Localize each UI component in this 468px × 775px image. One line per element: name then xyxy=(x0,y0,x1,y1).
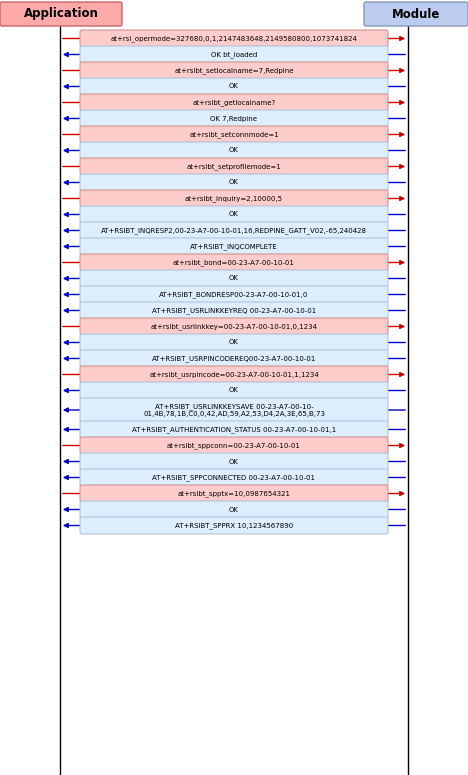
Text: AT+RSIBT_AUTHENTICATION_STATUS 00-23-A7-00-10-01,1: AT+RSIBT_AUTHENTICATION_STATUS 00-23-A7-… xyxy=(132,426,336,433)
Text: Module: Module xyxy=(392,8,440,20)
FancyBboxPatch shape xyxy=(80,398,388,422)
Text: at+rsibt_setconnmode=1: at+rsibt_setconnmode=1 xyxy=(189,131,279,138)
Text: at+rsibt_usrlinkkey=00-23-A7-00-10-01,0,1234: at+rsibt_usrlinkkey=00-23-A7-00-10-01,0,… xyxy=(151,323,317,330)
FancyBboxPatch shape xyxy=(80,46,388,63)
Text: OK: OK xyxy=(229,339,239,346)
Text: OK: OK xyxy=(229,459,239,464)
FancyBboxPatch shape xyxy=(80,469,388,486)
Text: OK 7,Redpine: OK 7,Redpine xyxy=(211,115,257,122)
Text: at+rsibt_getlocalname?: at+rsibt_getlocalname? xyxy=(192,99,276,106)
FancyBboxPatch shape xyxy=(80,350,388,367)
FancyBboxPatch shape xyxy=(80,254,388,271)
FancyBboxPatch shape xyxy=(80,421,388,438)
FancyBboxPatch shape xyxy=(80,222,388,239)
FancyBboxPatch shape xyxy=(0,2,122,26)
Text: at+rsibt_bond=00-23-A7-00-10-01: at+rsibt_bond=00-23-A7-00-10-01 xyxy=(173,259,295,266)
Text: OK: OK xyxy=(229,388,239,394)
FancyBboxPatch shape xyxy=(80,286,388,303)
Text: OK: OK xyxy=(229,84,239,89)
FancyBboxPatch shape xyxy=(80,30,388,47)
Text: at+rsibt_inquiry=2,10000,5: at+rsibt_inquiry=2,10000,5 xyxy=(185,195,283,202)
Text: Application: Application xyxy=(23,8,98,20)
FancyBboxPatch shape xyxy=(80,366,388,383)
Text: at+rsi_opermode=327680,0,1,2147483648,2149580800,1073741824: at+rsi_opermode=327680,0,1,2147483648,21… xyxy=(110,35,358,42)
FancyBboxPatch shape xyxy=(80,302,388,319)
Text: at+rsibt_usrpincode=00-23-A7-00-10-01,1,1234: at+rsibt_usrpincode=00-23-A7-00-10-01,1,… xyxy=(149,371,319,378)
FancyBboxPatch shape xyxy=(80,158,388,175)
FancyBboxPatch shape xyxy=(80,517,388,534)
FancyBboxPatch shape xyxy=(80,78,388,95)
FancyBboxPatch shape xyxy=(80,142,388,159)
Text: at+rsibt_setprofilemode=1: at+rsibt_setprofilemode=1 xyxy=(187,163,281,170)
FancyBboxPatch shape xyxy=(80,485,388,502)
FancyBboxPatch shape xyxy=(364,2,468,26)
Text: AT+RSIBT_SPPCONNECTED 00-23-A7-00-10-01: AT+RSIBT_SPPCONNECTED 00-23-A7-00-10-01 xyxy=(153,474,315,480)
FancyBboxPatch shape xyxy=(80,110,388,127)
FancyBboxPatch shape xyxy=(80,238,388,255)
Text: OK bt_loaded: OK bt_loaded xyxy=(211,51,257,58)
Text: OK: OK xyxy=(229,212,239,218)
FancyBboxPatch shape xyxy=(80,206,388,223)
Text: at+rsibt_setlocalname=7,Redpine: at+rsibt_setlocalname=7,Redpine xyxy=(174,67,294,74)
Text: AT+RSIBT_USRLINKKEYSAVE 00-23-A7-00-10-
01,4B,78,1B,C0,0,42,AD,59,A2,53,D4,2A,3E: AT+RSIBT_USRLINKKEYSAVE 00-23-A7-00-10- … xyxy=(143,403,325,417)
FancyBboxPatch shape xyxy=(80,501,388,518)
Text: OK: OK xyxy=(229,507,239,512)
FancyBboxPatch shape xyxy=(80,174,388,191)
FancyBboxPatch shape xyxy=(80,62,388,79)
FancyBboxPatch shape xyxy=(80,270,388,287)
Text: AT+RSIBT_USRPINCODEREQ00-23-A7-00-10-01: AT+RSIBT_USRPINCODEREQ00-23-A7-00-10-01 xyxy=(152,355,316,362)
Text: AT+RSIBT_SPPRX 10,1234567890: AT+RSIBT_SPPRX 10,1234567890 xyxy=(175,522,293,529)
Text: at+rsibt_spptx=10,0987654321: at+rsibt_spptx=10,0987654321 xyxy=(177,490,291,497)
Text: AT+RSIBT_USRLINKKEYREQ 00-23-A7-00-10-01: AT+RSIBT_USRLINKKEYREQ 00-23-A7-00-10-01 xyxy=(152,307,316,314)
Text: AT+RSIBT_INQCOMPLETE: AT+RSIBT_INQCOMPLETE xyxy=(190,243,278,250)
Text: at+rsibt_sppconn=00-23-A7-00-10-01: at+rsibt_sppconn=00-23-A7-00-10-01 xyxy=(167,442,301,449)
FancyBboxPatch shape xyxy=(80,453,388,470)
Text: OK: OK xyxy=(229,147,239,153)
FancyBboxPatch shape xyxy=(80,318,388,335)
FancyBboxPatch shape xyxy=(80,190,388,207)
Text: AT+RSIBT_INQRESP2,00-23-A7-00-10-01,16,REDPINE_GATT_V02,-65,240428: AT+RSIBT_INQRESP2,00-23-A7-00-10-01,16,R… xyxy=(101,227,367,234)
Text: AT+RSIBT_BONDRESP00-23-A7-00-10-01,0: AT+RSIBT_BONDRESP00-23-A7-00-10-01,0 xyxy=(159,291,309,298)
FancyBboxPatch shape xyxy=(80,94,388,111)
FancyBboxPatch shape xyxy=(80,437,388,454)
Text: OK: OK xyxy=(229,180,239,185)
FancyBboxPatch shape xyxy=(80,382,388,399)
FancyBboxPatch shape xyxy=(80,334,388,351)
Text: OK: OK xyxy=(229,275,239,281)
FancyBboxPatch shape xyxy=(80,126,388,143)
